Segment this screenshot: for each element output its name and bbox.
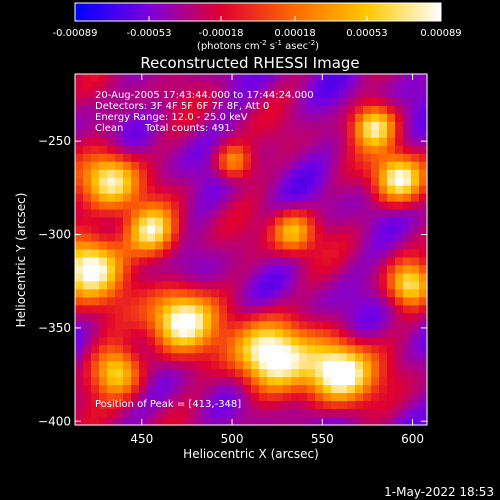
annotation-detectors: Detectors: 3F 4F 5F 6F 7F 8F, Att 0 [95, 101, 269, 112]
footer-date: 1-May-2022 18:53 [384, 485, 494, 499]
colorbar-tick-label: -0.00089 [53, 28, 98, 39]
y-tick-label: −400 [38, 414, 71, 428]
x-tick-label: 550 [311, 432, 334, 446]
colorbar-tick-label: 0.00053 [346, 28, 387, 39]
y-tick-label: −350 [38, 321, 71, 335]
chart-title: Reconstructed RHESSI Image [140, 54, 359, 72]
colorbar-ticks: -0.00089 -0.00053 -0.00018 0.00018 0.00053 0.… [53, 16, 462, 39]
y-axis-label: Heliocentric Y (arcsec) [14, 193, 28, 328]
colorbar-tick-label: 0.00089 [420, 28, 461, 39]
plot-frame [74, 73, 428, 426]
x-axis-ticks: 450 500 550 600 [130, 74, 424, 446]
colorbar-tick-label: -0.00018 [199, 28, 244, 39]
y-axis-ticks: −250 −300 −350 −400 [38, 134, 427, 428]
annotation-time: 20-Aug-2005 17:43:44.000 to 17:44:24.000 [95, 90, 314, 101]
x-tick-label: 500 [221, 432, 244, 446]
x-axis-label: Heliocentric X (arcsec) [183, 447, 319, 461]
colorbar-tick-label: 0.00018 [274, 28, 315, 39]
colorbar [74, 2, 442, 22]
annotation-clean: Clean [95, 123, 123, 134]
x-tick-label: 600 [401, 432, 424, 446]
x-tick-label: 450 [130, 432, 153, 446]
colorbar-unit-label: (photons cm-2 s-1 asec-2) [197, 39, 319, 52]
y-tick-label: −300 [38, 228, 71, 242]
y-tick-label: −250 [38, 134, 71, 148]
annotation-total-counts: Total counts: 491. [144, 123, 234, 134]
annotation-energy: Energy Range: 12.0 - 25.0 keV [95, 112, 248, 123]
heatmap-image [75, 74, 428, 426]
annotation-peak: Position of Peak = [413,-348] [95, 399, 241, 410]
colorbar-tick-label: -0.00053 [127, 28, 172, 39]
